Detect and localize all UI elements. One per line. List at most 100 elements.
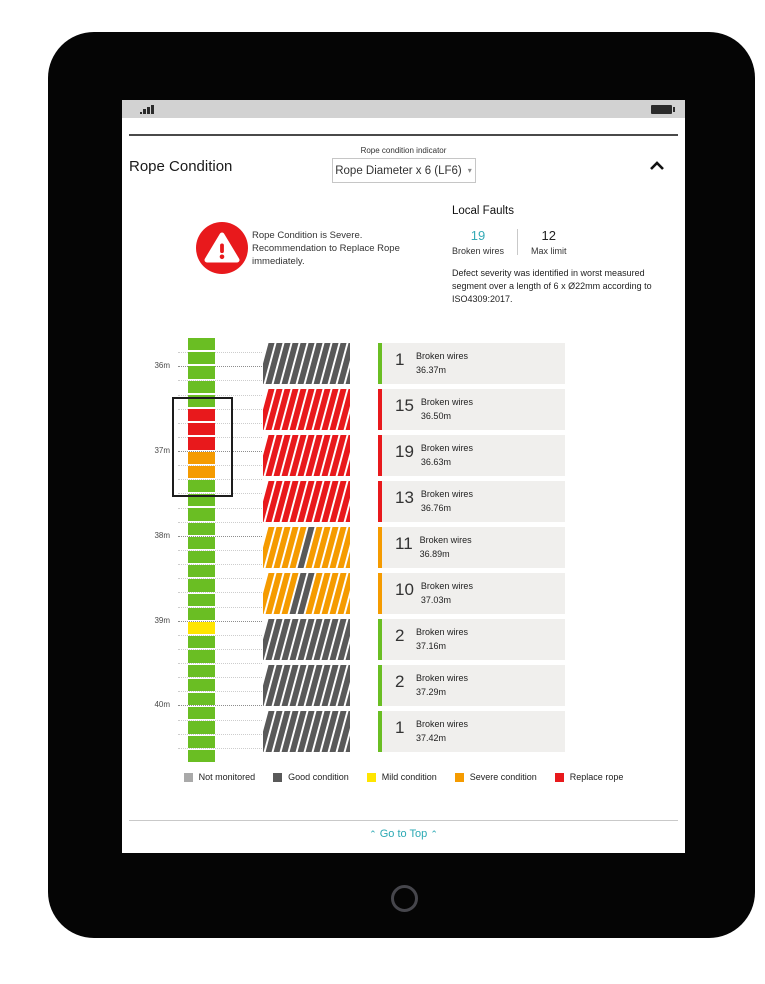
max-limit-stat: 12 Max limit: [518, 228, 567, 256]
header-divider: [129, 134, 678, 136]
chevron-up-small-icon: ⌃: [369, 829, 377, 839]
rope-strip-segment: [188, 707, 215, 720]
chevron-up-icon: [650, 161, 664, 170]
max-limit-value: 12: [541, 228, 557, 243]
fault-depth: 36.76m: [420, 502, 451, 513]
fault-broken-wires-count: 10: [395, 580, 414, 599]
depth-tick-line: [178, 747, 262, 749]
depth-tick-line: [178, 733, 262, 735]
signal-strength-icon: [140, 105, 154, 114]
depth-tick-label: 37m: [154, 446, 170, 456]
fault-card: 15 Broken wires 36.50m: [378, 389, 565, 430]
rope-strip-segment: [188, 465, 215, 479]
legend-swatch: [183, 772, 193, 782]
fault-info: Broken wires 37.42m: [416, 719, 468, 743]
rope-section-bar: [263, 573, 350, 614]
fault-broken-wires-count: 2: [395, 672, 405, 691]
screen: Rope Condition Rope condition indicator …: [122, 100, 685, 853]
rope-strip-segment: [188, 735, 215, 748]
indicator-label: Rope condition indicator: [360, 146, 447, 155]
broken-wires-stat: 19 Broken wires: [452, 228, 517, 256]
depth-tick-line: [178, 677, 262, 679]
legend: Not monitored Good condition Mild conditio…: [122, 772, 685, 782]
rope-strip-segment: [188, 409, 215, 422]
fault-unit-label: Broken wires: [420, 489, 473, 499]
indicator-dropdown[interactable]: Rope Diameter x 6 (LF6) ▾: [331, 158, 476, 183]
depth-tick-label: 40m: [154, 700, 170, 710]
depth-tick-line: [178, 620, 262, 622]
rope-strip-segment: [188, 494, 215, 507]
rope-strip-segment: [188, 338, 215, 351]
depth-tick-line: [178, 663, 262, 665]
legend-label: Not monitored: [198, 772, 256, 782]
rope-strip-segment: [188, 551, 215, 564]
tablet-frame: Rope Condition Rope condition indicator …: [48, 32, 755, 938]
rope-strip-segment: [188, 423, 215, 436]
fault-unit-label: Broken wires: [416, 673, 469, 683]
home-button[interactable]: [391, 885, 418, 912]
page-title: Rope Condition: [129, 158, 233, 175]
depth-tick-line: [178, 479, 262, 481]
fault-card: 1 Broken wires 37.42m: [378, 711, 565, 752]
rope-section-bar: [263, 711, 350, 752]
rope-section-bar: [263, 481, 350, 522]
fault-broken-wires-count: 11: [395, 534, 413, 553]
local-faults-stats: 19 Broken wires 12 Max limit: [452, 228, 664, 256]
battery-icon: [651, 105, 675, 114]
depth-tick-line: [178, 564, 262, 566]
depth-tick-line: [178, 535, 262, 537]
depth-tick-line: [178, 408, 262, 410]
depth-tick-label: 36m: [154, 361, 170, 371]
fault-info: Broken wires 37.03m: [421, 581, 473, 605]
rope-strip-segment: [188, 721, 215, 734]
depth-tick-line: [178, 550, 262, 551]
collapse-section-button[interactable]: [649, 161, 665, 171]
fault-unit-label: Broken wires: [420, 581, 473, 591]
fault-broken-wires-count: 19: [395, 442, 414, 461]
depth-tick-line: [178, 719, 262, 721]
footer-divider: [129, 820, 678, 821]
fault-broken-wires-count: 15: [395, 396, 414, 415]
rope-condition-indicator: Rope condition indicator Rope Diameter x…: [331, 146, 476, 183]
rope-strip-segment: [188, 607, 215, 621]
depth-tick-line: [178, 705, 262, 707]
rope-strip-segment: [188, 565, 215, 578]
depth-tick-line: [178, 422, 262, 424]
depth-tick-label: 38m: [154, 530, 170, 540]
fault-unit-label: Broken wires: [416, 719, 469, 729]
alert-message: Rope Condition is Severe. Recommendation…: [252, 229, 430, 268]
rope-strip-segment: [188, 451, 215, 464]
rope-strip: [188, 338, 215, 763]
fault-depth: 37.42m: [416, 732, 447, 743]
rope-strip-segment: [188, 693, 215, 706]
depth-tick-line: [178, 352, 262, 354]
fault-depth: 37.03m: [420, 594, 451, 605]
go-to-top-link[interactable]: ⌃ Go to Top ⌃: [122, 828, 685, 840]
rope-strip-segment: [188, 380, 215, 393]
alert-message-line1: Rope Condition is Severe.: [252, 230, 363, 241]
fault-card: 2 Broken wires 37.29m: [378, 665, 565, 706]
stats-divider: [517, 229, 519, 255]
depth-tick-line: [178, 634, 262, 636]
fault-info: Broken wires 36.37m: [416, 351, 468, 375]
fault-info: Broken wires 36.50m: [421, 397, 473, 421]
status-bar: [122, 100, 685, 118]
rope-strip-segment: [188, 437, 215, 450]
rope-strip-segment: [188, 678, 215, 692]
fault-info: Broken wires 36.63m: [421, 443, 473, 467]
fault-unit-label: Broken wires: [416, 351, 469, 361]
defect-severity-description: Defect severity was identified in worst …: [452, 268, 652, 304]
broken-wires-value: 19: [470, 228, 486, 243]
rope-strip-segment: [188, 593, 215, 606]
depth-tick-line: [178, 380, 262, 382]
fault-card: 2 Broken wires 37.16m: [378, 619, 565, 660]
depth-tick-line: [178, 592, 262, 594]
fault-depth: 37.16m: [416, 640, 447, 651]
depth-tick-line: [178, 366, 262, 368]
legend-item: Not monitored: [183, 772, 256, 782]
legend-label: Good condition: [288, 772, 349, 782]
rope-strip-segment: [188, 352, 215, 365]
indicator-dropdown-value: Rope Diameter x 6 (LF6): [335, 164, 462, 177]
fault-card: 13 Broken wires 36.76m: [378, 481, 565, 522]
legend-item: Mild condition: [366, 772, 437, 782]
